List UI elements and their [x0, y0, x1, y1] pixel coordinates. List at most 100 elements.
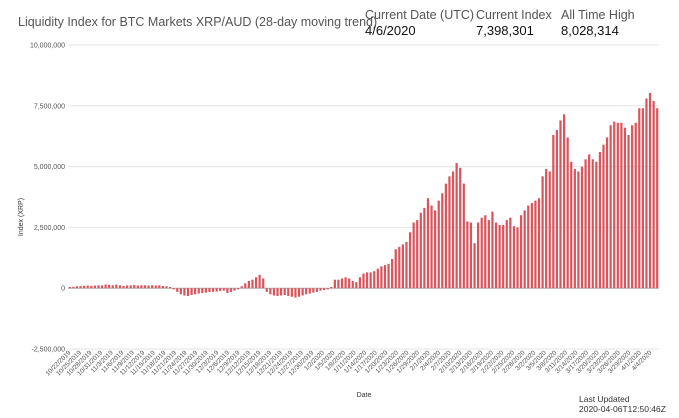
- last-updated-value: 2020-04-06T12:50:46Z: [579, 404, 666, 414]
- bar: [240, 286, 243, 289]
- bar: [197, 288, 200, 294]
- bar: [186, 288, 190, 296]
- bar: [172, 288, 175, 290]
- bar: [426, 198, 430, 289]
- bar: [394, 249, 397, 289]
- y-axis-label: Index (XRP): [18, 198, 25, 236]
- y-tick-label: 7,500,000: [34, 103, 65, 110]
- bar: [609, 125, 612, 289]
- bar: [616, 122, 619, 289]
- bar: [548, 171, 551, 289]
- bar: [638, 108, 641, 289]
- bar: [362, 273, 365, 289]
- bar: [448, 176, 451, 289]
- current-index-label: Current Index: [476, 8, 552, 22]
- bar: [527, 205, 530, 289]
- y-tick-label: 2,500,000: [34, 225, 65, 232]
- bar: [272, 288, 276, 296]
- bar: [505, 220, 508, 289]
- bar: [258, 274, 261, 289]
- bar: [190, 288, 193, 296]
- x-axis-ticks: 10/22/201910/25/201910/28/201910/31/2019…: [44, 349, 653, 377]
- bar: [118, 285, 122, 289]
- bar: [652, 100, 655, 289]
- y-tick-label: 5,000,000: [34, 164, 65, 171]
- bar: [455, 162, 458, 289]
- bar: [351, 280, 354, 289]
- bar: [416, 220, 419, 289]
- bar: [627, 134, 630, 289]
- bar: [480, 217, 483, 289]
- bar: [344, 277, 347, 289]
- bar: [287, 288, 290, 296]
- bar: [108, 284, 111, 289]
- bar: [591, 159, 594, 289]
- bar: [423, 207, 426, 289]
- bar: [122, 286, 125, 289]
- bar: [623, 127, 627, 289]
- bar: [143, 285, 147, 289]
- bar: [434, 210, 437, 289]
- bar: [584, 159, 587, 289]
- bar: [509, 217, 512, 289]
- bar-series: [68, 92, 659, 298]
- bar: [559, 120, 562, 289]
- bar: [229, 288, 233, 292]
- bar: [333, 279, 336, 289]
- bar: [419, 212, 422, 289]
- bar: [72, 286, 75, 289]
- bar: [373, 271, 376, 289]
- y-tick-label: -2,500,000: [32, 347, 66, 354]
- bar: [441, 193, 444, 289]
- bar: [312, 288, 315, 293]
- bar: [161, 286, 165, 289]
- bar: [294, 288, 297, 298]
- bar: [340, 278, 344, 289]
- bar: [412, 222, 415, 289]
- bar: [369, 272, 372, 289]
- bar: [408, 232, 412, 289]
- bar: [330, 286, 333, 289]
- all-time-high-label: All Time High: [561, 8, 635, 22]
- bar: [541, 176, 544, 289]
- bar: [244, 283, 247, 289]
- bar: [588, 154, 591, 289]
- bar: [451, 171, 455, 289]
- bar: [620, 122, 623, 289]
- bar: [125, 285, 129, 289]
- bar: [247, 280, 250, 289]
- bar: [301, 288, 304, 296]
- chart-title: Liquidity Index for BTC Markets XRP/AUD …: [18, 15, 378, 29]
- bar: [179, 288, 182, 295]
- bar: [444, 183, 447, 289]
- bar: [545, 169, 548, 289]
- bar: [147, 285, 150, 289]
- bar: [570, 161, 573, 289]
- bar: [322, 288, 326, 291]
- all-time-high-value: 8,028,314: [561, 23, 619, 38]
- y-tick-label: 0: [61, 286, 65, 293]
- bar: [430, 205, 433, 289]
- bar: [204, 288, 208, 293]
- bar: [83, 285, 86, 289]
- bar: [183, 288, 186, 296]
- bar: [79, 286, 82, 289]
- bar: [319, 288, 322, 291]
- bar: [194, 288, 197, 295]
- x-axis-label: Date: [357, 392, 372, 399]
- bar: [383, 265, 387, 289]
- bar: [523, 210, 526, 289]
- bar: [269, 288, 272, 295]
- bar: [315, 288, 319, 292]
- bar: [208, 288, 211, 293]
- bar: [398, 246, 401, 289]
- current-date-label: Current Date (UTC): [365, 8, 475, 22]
- bar: [437, 200, 440, 289]
- bar: [487, 220, 490, 289]
- bar: [502, 224, 505, 289]
- bar: [233, 288, 236, 291]
- bar: [97, 285, 100, 289]
- current-date-stat: Current Date (UTC) 4/6/2020: [365, 8, 474, 38]
- bar: [75, 286, 79, 289]
